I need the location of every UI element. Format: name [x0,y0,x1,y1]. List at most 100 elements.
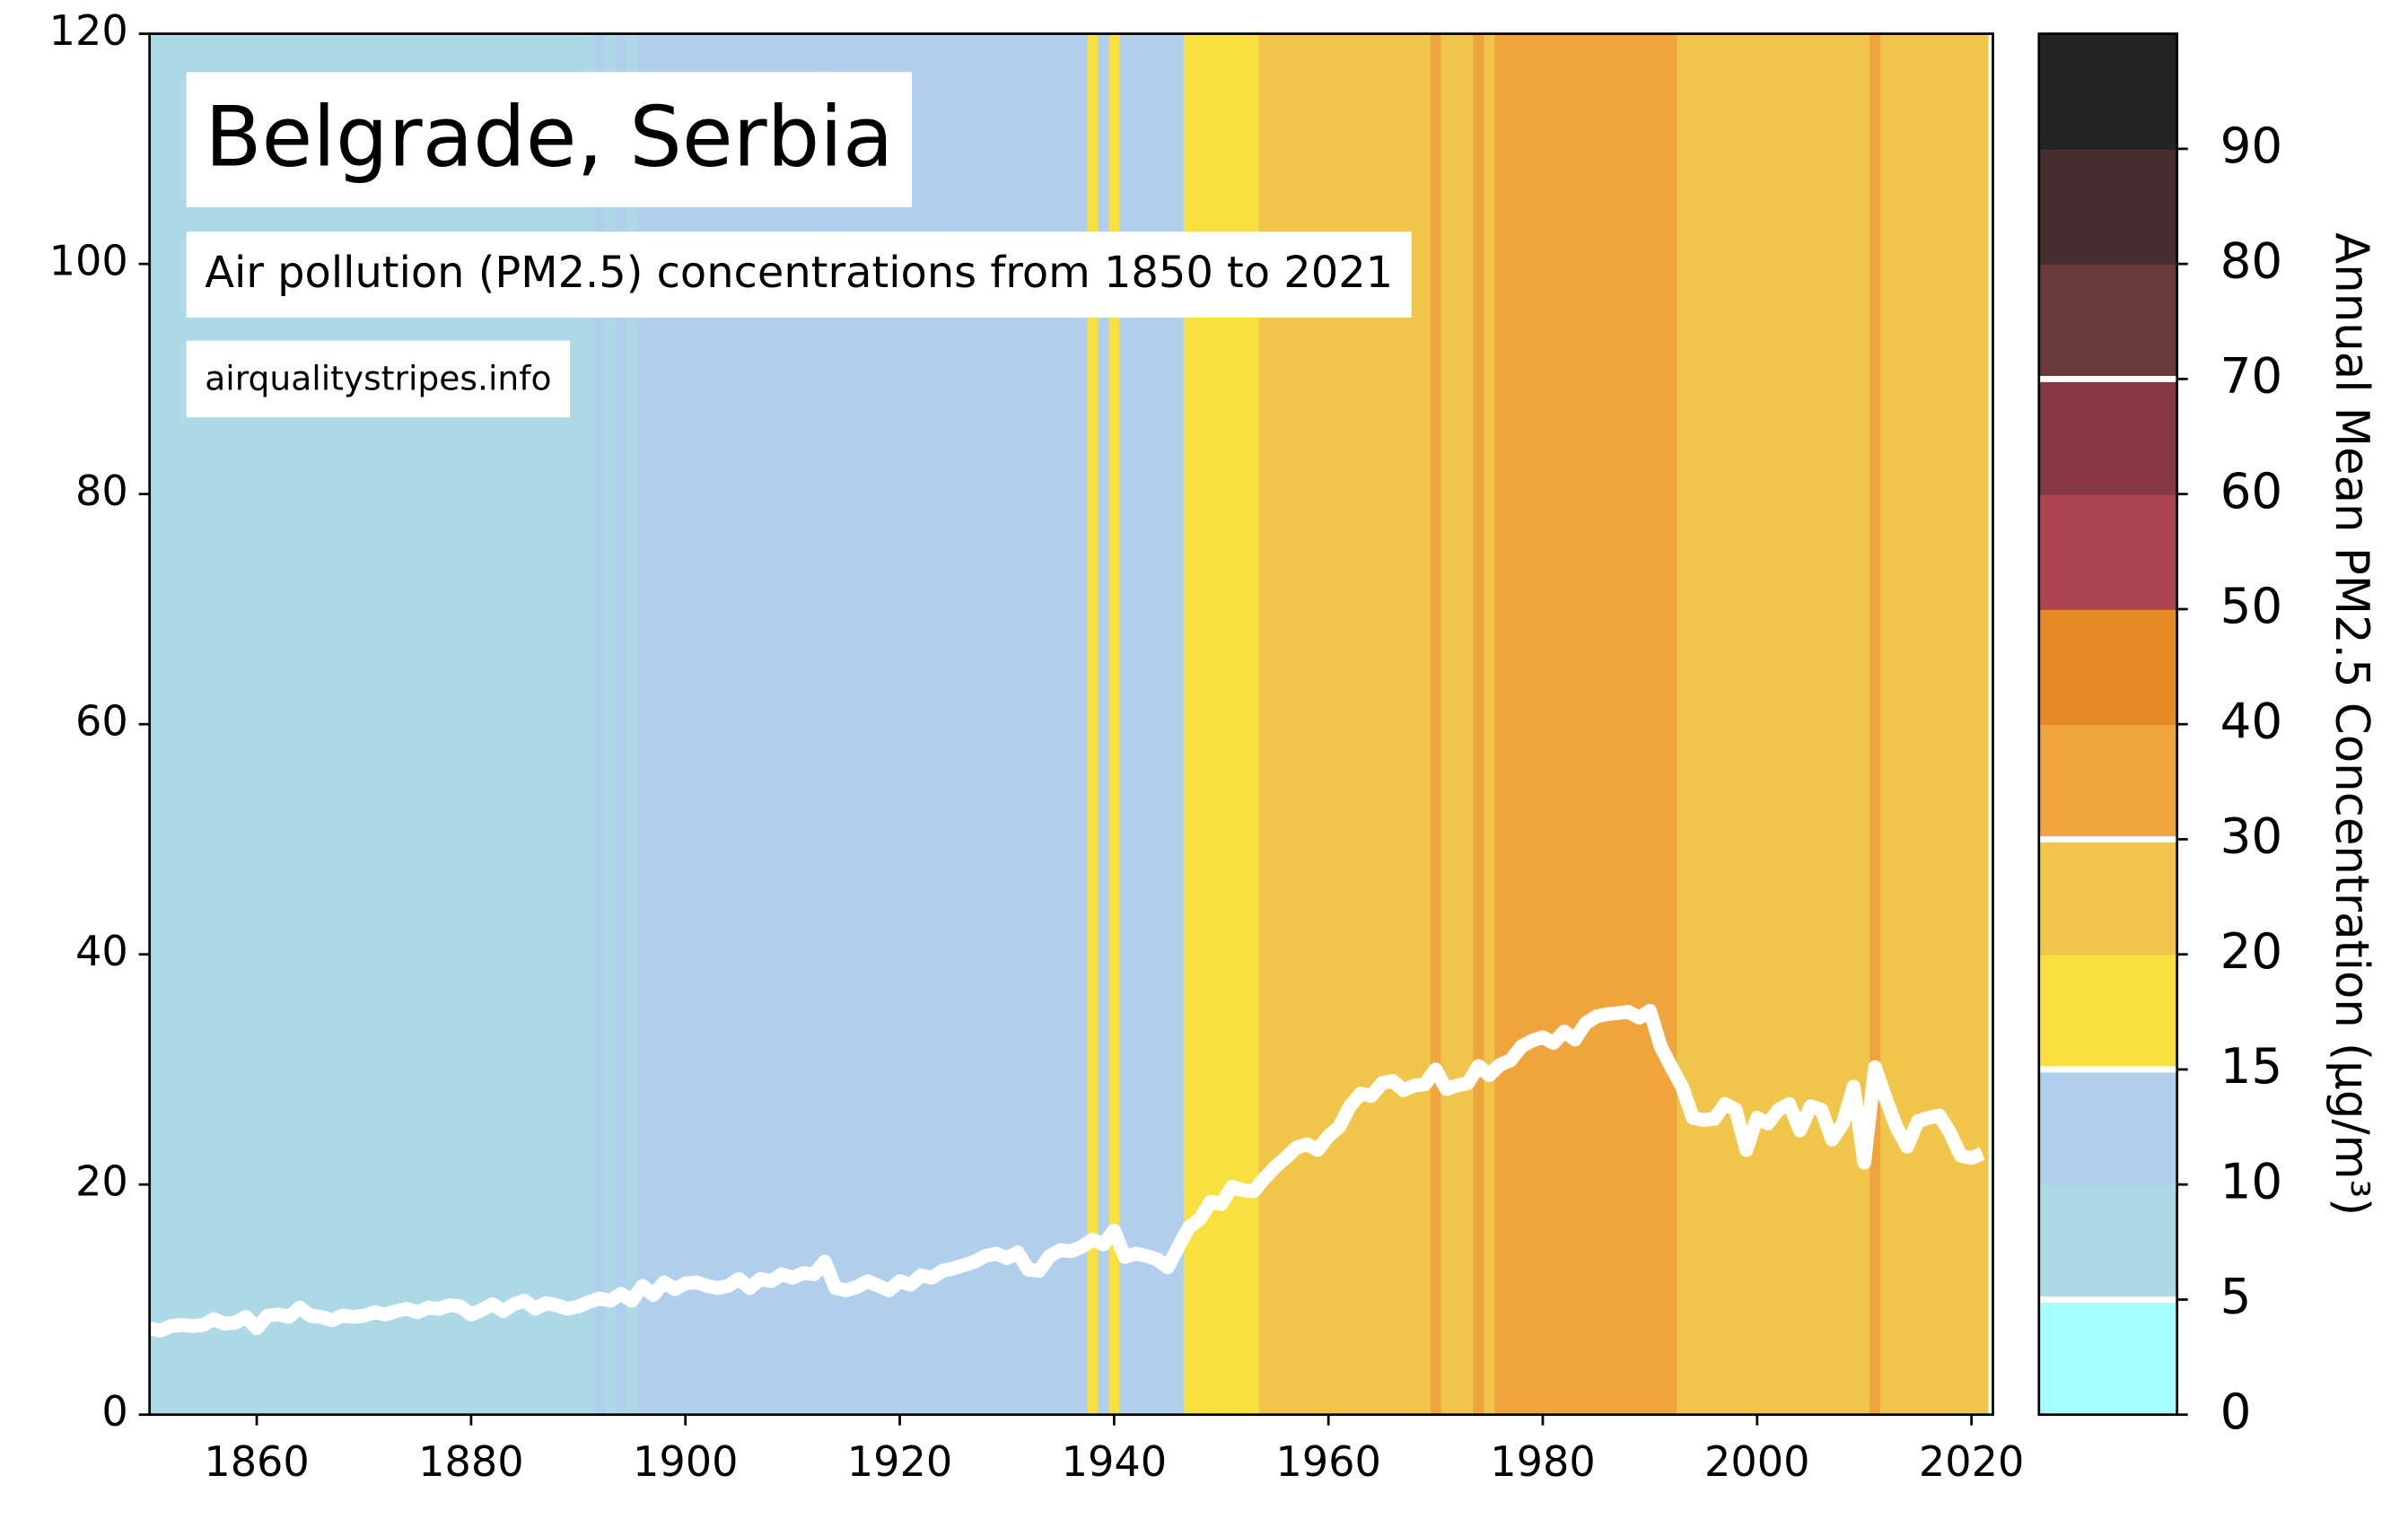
stripe [1484,33,1496,1415]
stripe [176,33,188,1415]
stripe [1859,33,1871,1415]
chart-title: Belgrade, Serbia [205,89,893,186]
stripe [1098,33,1110,1415]
x-tick-label: 1900 [633,1437,738,1486]
y-tick-label: 100 [49,237,128,285]
stripe [1966,33,1978,1415]
stripe [1280,33,1292,1415]
stripe [1633,33,1646,1415]
stripe [1376,33,1388,1415]
stripe [605,33,617,1415]
stripe [1119,33,1132,1415]
stripe [1291,33,1303,1415]
y-tick-label: 60 [75,697,128,746]
line-layer [149,1003,1985,1338]
stripe [1215,33,1228,1415]
chart-subtitle: Air pollution (PM2.5) concentrations fro… [205,249,1393,298]
stripe [1173,33,1185,1415]
stripe [1151,33,1164,1415]
stripe [1623,33,1635,1415]
stripe [1762,33,1774,1415]
stripe [959,33,971,1415]
stripe [1033,33,1046,1415]
colorbar-tick-label: 90 [2220,117,2283,174]
stripe [669,33,681,1415]
colorbar-tick-label: 10 [2220,1152,2283,1209]
stripe [1537,33,1549,1415]
y-tick-label: 80 [75,467,128,515]
stripe [636,33,649,1415]
stripe [647,33,660,1415]
stripe [948,33,960,1415]
stripe [1901,33,1913,1415]
stripe [1130,33,1143,1415]
stripe [701,33,714,1415]
stripe [616,33,628,1415]
stripe [1698,33,1711,1415]
stripe [1729,33,1742,1415]
stripe [1709,33,1721,1415]
stripe [1258,33,1271,1415]
stripe [1891,33,1904,1415]
stripe [980,33,993,1415]
stripe [573,33,585,1415]
stripe [1162,33,1175,1415]
stripe [1751,33,1764,1415]
stripe [1944,33,1957,1415]
stripe [1547,33,1560,1415]
colorbar-segment [2038,1069,2177,1186]
stripe [1141,33,1153,1415]
colorbar-segment [2038,1299,2177,1416]
colorbar-segment [2038,954,2177,1070]
stripe [819,33,831,1415]
colorbar-segment [2038,264,2177,380]
stripe [1558,33,1571,1415]
stripe [1065,33,1078,1415]
stripe [1355,33,1367,1415]
stripe [1794,33,1807,1415]
colorbar-segment [2038,608,2177,726]
stripe [165,33,178,1415]
colorbar-tick-label: 40 [2220,692,2283,749]
pm25-line [149,1003,1985,1338]
stripe [969,33,982,1415]
subtitle-box [186,231,1412,318]
stripe [1569,33,1581,1415]
stripe [1226,33,1239,1415]
stripe [1044,33,1056,1415]
colorbar-label: Annual Mean PM2.5 Concentration (µg/m³) [2325,232,2378,1216]
colorbar-segment [2038,33,2177,150]
stripe [626,33,638,1415]
stripe [905,33,917,1415]
stripe [1805,33,1817,1415]
stripe [787,33,800,1415]
stripe [733,33,746,1415]
colorbar-segment [2038,1184,2177,1301]
stripe [1397,33,1410,1415]
x-tick-label: 1980 [1490,1437,1595,1486]
y-tick-label: 40 [75,927,128,975]
stripe [1687,33,1700,1415]
stripe [722,33,735,1415]
stripe [594,33,607,1415]
x-tick-label: 1960 [1275,1437,1380,1486]
stripe [1826,33,1839,1415]
stripe [1430,33,1442,1415]
stripe [1880,33,1893,1415]
stripe [1108,33,1121,1415]
stripe [755,33,767,1415]
stripe [1505,33,1518,1415]
stripe [1601,33,1614,1415]
stripe [829,33,842,1415]
stripe [1237,33,1249,1415]
source-box [186,340,571,418]
stripe [1494,33,1507,1415]
colorbar-segment [2038,839,2177,956]
stripe [679,33,692,1415]
stripe [712,33,724,1415]
stripe [1334,33,1346,1415]
stripe [862,33,874,1415]
stripe [1087,33,1099,1415]
stripe [1516,33,1528,1415]
